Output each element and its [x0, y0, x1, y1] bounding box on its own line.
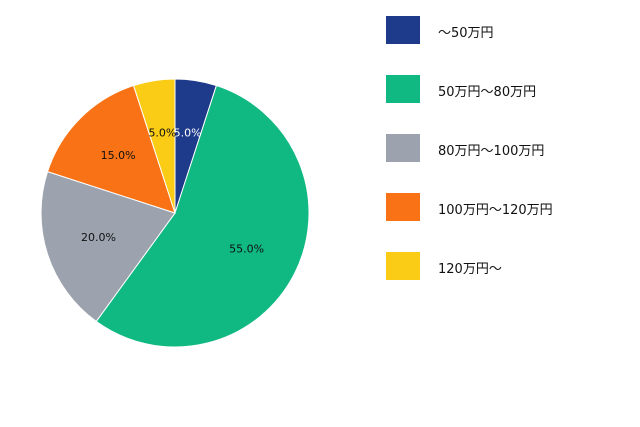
legend-swatch — [386, 75, 420, 103]
legend-label: 〜50万円 — [438, 26, 494, 41]
legend-label: 50万円〜80万円 — [438, 85, 537, 100]
pie-slice-4 — [46, 84, 176, 214]
legend-swatch — [386, 134, 420, 162]
pie-slice-2 — [95, 84, 310, 348]
pie-slice-label-4: 15.0% — [101, 149, 136, 162]
legend-label: 120万円〜 — [438, 262, 502, 277]
pie-slice-5 — [132, 78, 176, 214]
pie-slice-3 — [40, 170, 176, 323]
pie-slice-label-2: 55.0% — [229, 243, 264, 256]
legend-swatch — [386, 16, 420, 44]
pie-slice-label-5: 5.0% — [148, 127, 176, 140]
pie-slice-label-3: 20.0% — [81, 231, 116, 244]
legend-swatch — [386, 193, 420, 221]
legend-swatch — [386, 252, 420, 280]
pie-slice-labels: 5.0% 55.0% 20.0% 15.0% 5.0% — [81, 127, 264, 256]
pie-slices — [40, 78, 310, 348]
legend-label: 100万円〜120万円 — [438, 203, 553, 218]
pie-slice-label-1: 5.0% — [174, 127, 202, 140]
legend-label: 80万円〜100万円 — [438, 144, 545, 159]
